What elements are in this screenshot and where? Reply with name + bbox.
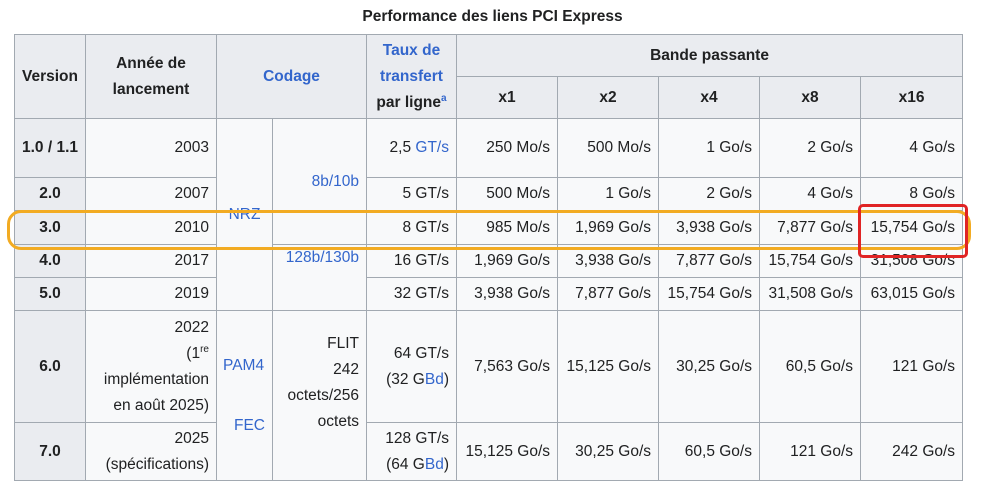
bw-x2-cell: 7,877 Go/s xyxy=(557,277,659,311)
version-cell: 4.0 xyxy=(14,244,86,278)
bd-link[interactable]: Bd xyxy=(424,370,444,388)
rate-cell: 32 GT/s xyxy=(366,277,457,311)
bw-x16-cell: 31,508 Go/s xyxy=(859,244,964,278)
bw-x1-cell: 7,563 Go/s xyxy=(456,310,558,423)
bw-x1-cell: 15,125 Go/s xyxy=(456,422,558,481)
footnote-a-link[interactable]: a xyxy=(441,92,447,104)
bw-x1-cell: 985 Mo/s xyxy=(456,210,558,245)
bw-x1-cell: 3,938 Go/s xyxy=(456,277,558,311)
year-cell: 2022 (1re implémentation en août 2025) xyxy=(85,310,217,423)
bw-x2-cell: 1 Go/s xyxy=(557,177,659,211)
year-cell: 2007 xyxy=(85,177,217,211)
year-cell: 2017 xyxy=(85,244,217,278)
header-x4: x4 xyxy=(658,76,760,119)
header-x8: x8 xyxy=(759,76,861,119)
rate-cell: 16 GT/s xyxy=(366,244,457,278)
nrz-link[interactable]: NRZ xyxy=(228,205,261,223)
rate-cell: 2,5 GT/s xyxy=(366,118,457,178)
pam4-link[interactable]: PAM4 xyxy=(223,357,265,374)
header-x2: x2 xyxy=(557,76,659,119)
codage-link[interactable]: Codage xyxy=(263,67,320,85)
128b130b-link[interactable]: 128b/130b xyxy=(285,249,359,266)
bw-x16-cell: 121 Go/s xyxy=(859,310,964,423)
version-cell: 6.0 xyxy=(14,310,86,423)
table-row: 6.0 2022 (1re implémentation en août 202… xyxy=(14,310,964,481)
codage-8b10b-cell: 8b/10b xyxy=(272,118,367,245)
table-row: 1.0 / 1.1 2003 NRZ 8b/10b 2,5 GT/s 250 M… xyxy=(14,118,964,311)
header-x1: x1 xyxy=(456,76,558,119)
taux-link[interactable]: Taux de transfert xyxy=(380,41,443,85)
header-taux: Taux de transfert par lignea xyxy=(366,34,457,119)
bw-x1-cell: 500 Mo/s xyxy=(456,177,558,211)
year-cell: 2019 xyxy=(85,277,217,311)
bw-x1-cell: 250 Mo/s xyxy=(456,118,558,178)
year-cell: 2010 xyxy=(85,210,217,245)
bw-x16-cell: 4 Go/s xyxy=(859,118,964,178)
bw-x4-cell: 7,877 Go/s xyxy=(658,244,760,278)
table-row: 3.0 2010 8 GT/s 985 Mo/s 1,969 Go/s 3,93… xyxy=(14,210,964,245)
codage-pam4-cell: PAM4 FEC xyxy=(216,310,273,481)
bw-x8-cell: 2 Go/s xyxy=(759,118,861,178)
bw-x16-cell: 8 Go/s xyxy=(859,177,964,211)
bw-x2-cell: 15,125 Go/s xyxy=(557,310,659,423)
rate-cell: 64 GT/s (32 GBd) xyxy=(366,310,457,423)
version-cell: 2.0 xyxy=(14,177,86,211)
8b10b-link[interactable]: 8b/10b xyxy=(311,172,359,190)
rate-cell: 128 GT/s (64 GBd) xyxy=(366,422,457,481)
bw-x2-cell: 1,969 Go/s xyxy=(557,210,659,245)
bw-x2-cell: 3,938 Go/s xyxy=(557,244,659,278)
version-cell: 5.0 xyxy=(14,277,86,311)
version-cell: 1.0 / 1.1 xyxy=(14,118,86,178)
bw-x8-cell: 60,5 Go/s xyxy=(759,310,861,423)
bw-x4-cell: 2 Go/s xyxy=(658,177,760,211)
bw-x2-cell: 30,25 Go/s xyxy=(557,422,659,481)
bw-x16-cell: 242 Go/s xyxy=(859,422,964,481)
bw-x4-cell: 3,938 Go/s xyxy=(658,210,760,245)
bw-x16-cell: 15,754 Go/s xyxy=(859,210,964,245)
gts-link[interactable]: GT/s xyxy=(415,139,449,156)
bw-x4-cell: 60,5 Go/s xyxy=(658,422,760,481)
codage-flit-cell: FLIT 242 octets/256 octets xyxy=(272,310,367,481)
bw-x1-cell: 1,969 Go/s xyxy=(456,244,558,278)
rate-cell: 8 GT/s xyxy=(366,210,457,245)
taux-label: par ligne xyxy=(376,93,442,111)
table-row: 5.0 2019 32 GT/s 3,938 Go/s 7,877 Go/s 1… xyxy=(14,277,964,311)
header-bande-passante: Bande passante xyxy=(455,34,964,77)
table-row: 2.0 2007 5 GT/s 500 Mo/s 1 Go/s 2 Go/s 4… xyxy=(14,177,964,211)
year-cell: 2025 (spécifications) xyxy=(85,422,217,481)
rate-cell: 5 GT/s xyxy=(366,177,457,211)
bw-x8-cell: 4 Go/s xyxy=(759,177,861,211)
table-row: 7.0 2025 (spécifications) 128 GT/s (64 G… xyxy=(14,422,964,481)
version-cell: 3.0 xyxy=(14,210,86,245)
header-codage[interactable]: Codage xyxy=(216,34,367,119)
header-x16: x16 xyxy=(859,76,964,119)
year-cell: 2003 xyxy=(85,118,217,178)
version-cell: 7.0 xyxy=(14,422,86,481)
table-caption: Performance des liens PCI Express xyxy=(362,8,623,25)
bw-x8-cell: 7,877 Go/s xyxy=(759,210,861,245)
bd-link[interactable]: Bd xyxy=(424,455,444,473)
bw-x4-cell: 30,25 Go/s xyxy=(658,310,760,423)
header-version: Version xyxy=(14,34,86,119)
codage-nrz-cell: NRZ xyxy=(216,118,273,311)
bw-x4-cell: 15,754 Go/s xyxy=(658,277,760,311)
bw-x8-cell: 121 Go/s xyxy=(759,422,861,481)
bw-x2-cell: 500 Mo/s xyxy=(557,118,659,178)
bw-x16-cell: 63,015 Go/s xyxy=(859,277,964,311)
codage-128b130b-cell: 128b/130b xyxy=(272,244,367,311)
bw-x8-cell: 31,508 Go/s xyxy=(759,277,861,311)
fec-link[interactable]: FEC xyxy=(234,417,265,434)
bw-x4-cell: 1 Go/s xyxy=(658,118,760,178)
pcie-performance-table: Version Année de lancement Codage Taux d… xyxy=(14,34,964,481)
header-annee: Année de lancement xyxy=(85,34,217,119)
table-row: 4.0 2017 128b/130b 16 GT/s 1,969 Go/s 3,… xyxy=(14,244,964,311)
bw-x8-cell: 15,754 Go/s xyxy=(759,244,861,278)
